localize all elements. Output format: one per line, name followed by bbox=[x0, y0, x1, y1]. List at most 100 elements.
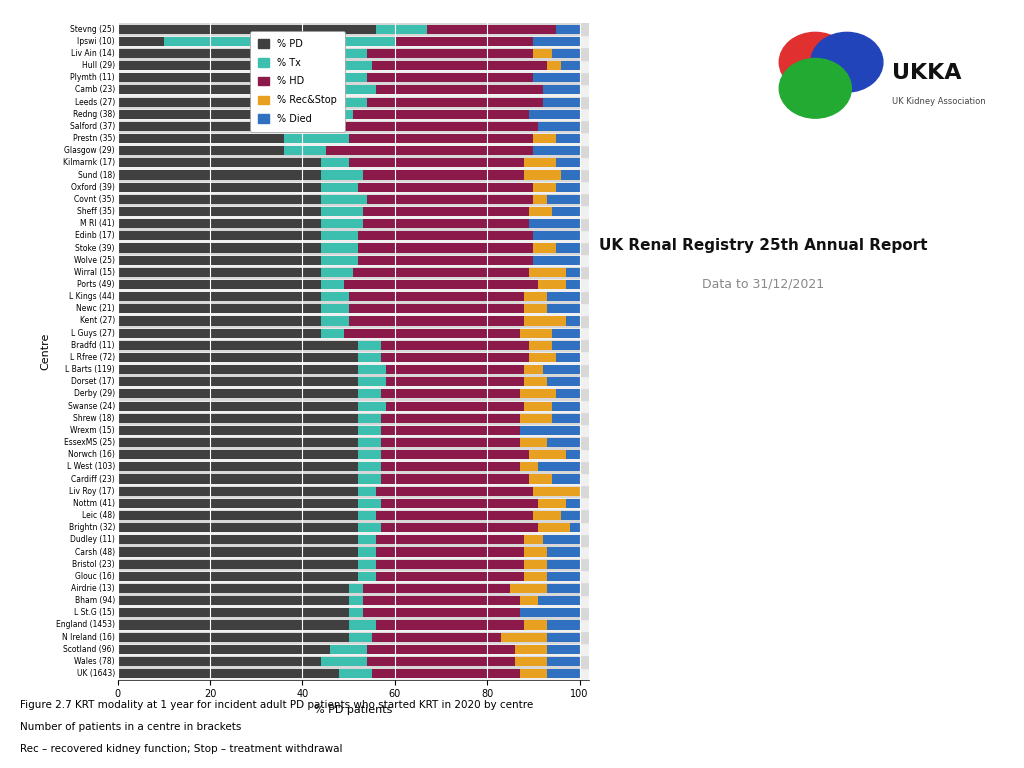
Bar bbox=[519, 608, 580, 617]
Bar bbox=[547, 438, 580, 447]
Bar bbox=[565, 316, 580, 326]
Text: UK Renal Registry 25th Annual Report: UK Renal Registry 25th Annual Report bbox=[599, 238, 927, 253]
Bar bbox=[358, 523, 381, 532]
Bar bbox=[118, 546, 589, 558]
Bar bbox=[534, 146, 580, 155]
Bar bbox=[118, 584, 348, 593]
Bar bbox=[552, 414, 580, 423]
Bar bbox=[118, 511, 358, 520]
Bar bbox=[118, 280, 321, 289]
Text: Rec – recovered kidney function; Stop – treatment withdrawal: Rec – recovered kidney function; Stop – … bbox=[20, 743, 343, 754]
Bar bbox=[118, 217, 589, 230]
Bar bbox=[321, 280, 344, 289]
Bar bbox=[519, 389, 556, 399]
Bar bbox=[118, 49, 284, 58]
Bar bbox=[118, 84, 589, 96]
Bar bbox=[118, 424, 589, 436]
Bar bbox=[321, 231, 358, 240]
Bar bbox=[118, 473, 589, 485]
Bar bbox=[118, 122, 284, 131]
Bar bbox=[524, 365, 543, 374]
Bar bbox=[358, 548, 377, 557]
Bar bbox=[381, 341, 528, 350]
Bar bbox=[118, 279, 589, 290]
Bar bbox=[552, 475, 580, 484]
Bar bbox=[556, 183, 580, 192]
Bar bbox=[519, 414, 552, 423]
Bar bbox=[528, 207, 552, 216]
Bar bbox=[118, 535, 358, 545]
Bar bbox=[118, 485, 589, 498]
Bar bbox=[427, 25, 556, 34]
Bar bbox=[377, 535, 524, 545]
Bar bbox=[395, 37, 534, 46]
Bar bbox=[118, 619, 589, 631]
Bar bbox=[118, 667, 589, 680]
Bar bbox=[118, 389, 358, 399]
Bar bbox=[118, 181, 589, 194]
Bar bbox=[118, 341, 358, 350]
Bar bbox=[118, 266, 589, 279]
Bar bbox=[524, 571, 547, 581]
Bar bbox=[118, 133, 589, 144]
Bar bbox=[284, 49, 368, 58]
Bar bbox=[368, 73, 534, 82]
Bar bbox=[556, 389, 580, 399]
Bar bbox=[164, 37, 395, 46]
Bar bbox=[339, 669, 372, 678]
Bar bbox=[321, 207, 362, 216]
Circle shape bbox=[779, 32, 851, 92]
Bar bbox=[381, 462, 519, 472]
Bar bbox=[534, 511, 561, 520]
Bar bbox=[118, 353, 358, 362]
Bar bbox=[118, 644, 589, 655]
Bar bbox=[353, 268, 528, 277]
Bar bbox=[118, 450, 358, 459]
Legend: % PD, % Tx, % HD, % Rec&Stop, % Died: % PD, % Tx, % HD, % Rec&Stop, % Died bbox=[250, 31, 345, 132]
Bar bbox=[118, 523, 358, 532]
Bar bbox=[358, 498, 381, 508]
Bar bbox=[321, 183, 358, 192]
Bar bbox=[118, 110, 284, 119]
Bar bbox=[118, 363, 589, 376]
Bar bbox=[321, 657, 368, 666]
Bar bbox=[368, 657, 515, 666]
Bar bbox=[519, 438, 547, 447]
Bar bbox=[524, 292, 547, 301]
Bar bbox=[118, 414, 358, 423]
Bar bbox=[556, 353, 580, 362]
Bar bbox=[552, 341, 580, 350]
Bar bbox=[321, 158, 348, 167]
Bar bbox=[381, 438, 519, 447]
Bar bbox=[348, 158, 524, 167]
Bar bbox=[118, 376, 589, 388]
Bar bbox=[358, 425, 381, 435]
Bar bbox=[534, 231, 580, 240]
Bar bbox=[118, 304, 321, 313]
Bar bbox=[118, 487, 358, 496]
Bar bbox=[524, 621, 547, 630]
Bar bbox=[381, 475, 528, 484]
Bar bbox=[534, 73, 580, 82]
Bar bbox=[118, 644, 330, 654]
Bar bbox=[552, 207, 580, 216]
Bar bbox=[358, 341, 381, 350]
Bar bbox=[118, 73, 284, 82]
Bar bbox=[524, 316, 565, 326]
Bar bbox=[368, 98, 543, 107]
Bar bbox=[118, 146, 284, 155]
Bar bbox=[118, 230, 589, 242]
Bar bbox=[547, 669, 580, 678]
Bar bbox=[377, 25, 427, 34]
Bar bbox=[118, 183, 321, 192]
Bar bbox=[118, 195, 321, 204]
Bar bbox=[377, 571, 524, 581]
Bar bbox=[118, 400, 589, 412]
Bar bbox=[547, 657, 580, 666]
Bar bbox=[118, 425, 358, 435]
Bar bbox=[528, 475, 552, 484]
Bar bbox=[368, 644, 515, 654]
Bar bbox=[118, 85, 284, 94]
Bar bbox=[377, 511, 534, 520]
Bar bbox=[118, 144, 589, 157]
